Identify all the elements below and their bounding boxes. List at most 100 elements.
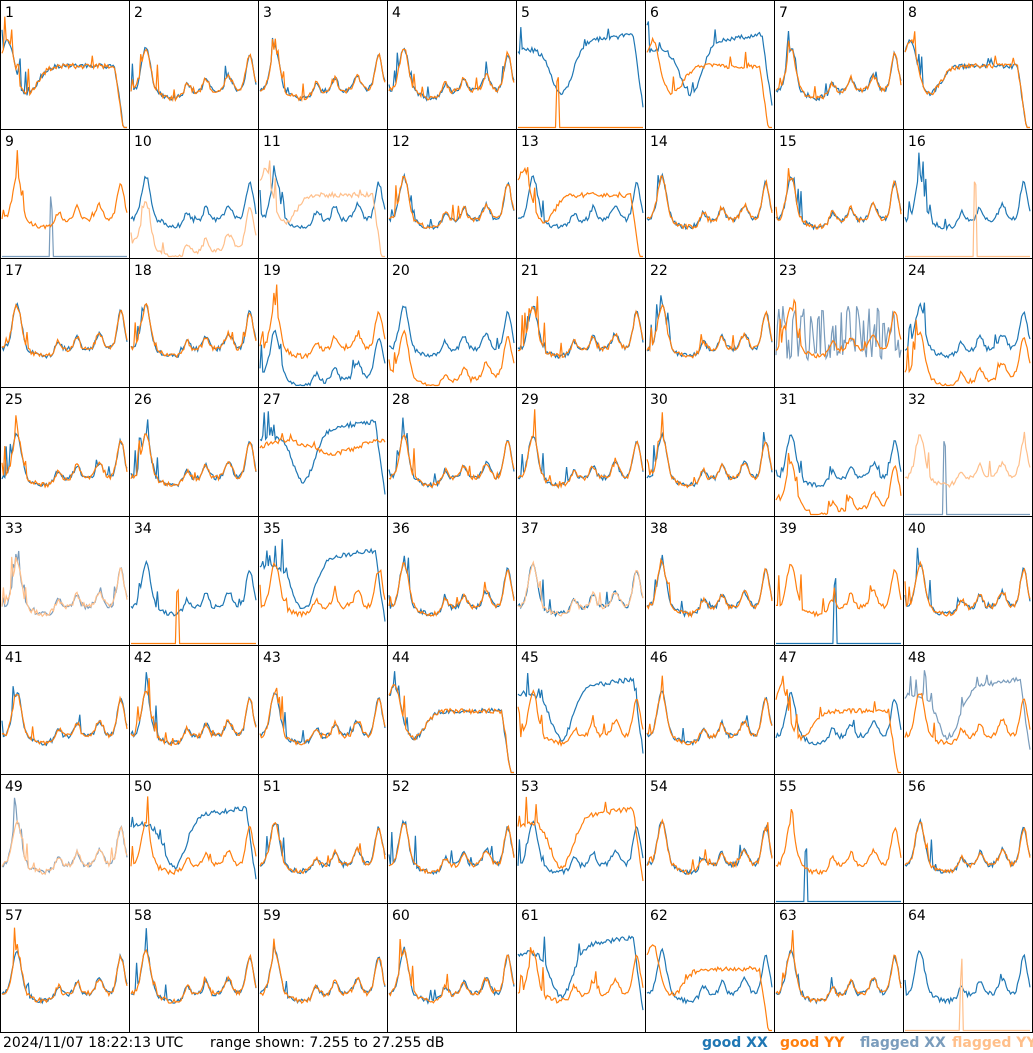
panel-5-yy-line [518, 77, 643, 129]
panel-frame [516, 0, 646, 130]
panel-number: 13 [521, 134, 539, 150]
panel-64-yy-line [905, 958, 1030, 1032]
panel-number: 41 [5, 650, 23, 666]
panel-34: 34 [129, 516, 259, 646]
panel-37-yy-line [517, 560, 644, 617]
panel-1-xx-line [1, 29, 127, 129]
panel-30: 30 [645, 387, 775, 517]
panel-25-xx-line [1, 432, 128, 488]
panel-20-xx-line [388, 305, 515, 358]
panel-number: 55 [779, 779, 797, 795]
panel-22-yy-line [646, 303, 773, 359]
panel-13-yy-line [517, 167, 643, 258]
panel-number: 14 [650, 134, 668, 150]
panel-1-yy-line [1, 16, 127, 129]
panel-19: 19 [258, 258, 388, 388]
panel-number: 4 [392, 5, 401, 21]
panel-3-xx-line [259, 37, 386, 102]
panel-19-xx-line [259, 329, 386, 387]
panel-62-yy-line [646, 944, 772, 1032]
panel-number: 50 [134, 779, 152, 795]
panel-14: 14 [645, 129, 775, 259]
panel-7-yy-line [775, 40, 902, 101]
panel-24: 24 [903, 258, 1033, 388]
panel-3-yy-line [259, 38, 386, 103]
panel-49: 49 [0, 774, 130, 904]
panel-number: 7 [779, 5, 788, 21]
panel-number: 61 [521, 908, 539, 924]
panel-number: 63 [779, 908, 797, 924]
panel-40-yy-line [904, 560, 1031, 617]
panel-47-yy-line [775, 675, 901, 774]
panel-12: 12 [387, 129, 517, 259]
panel-34-yy-line [131, 588, 256, 645]
panel-5-xx-line [517, 27, 644, 108]
panel-number: 44 [392, 650, 410, 666]
panel-55-xx-line [776, 848, 901, 903]
panel-number: 8 [908, 5, 917, 21]
panel-33-yy-line [1, 556, 128, 618]
panel-44-xx-line [388, 671, 514, 774]
panel-24-xx-line [904, 302, 1031, 359]
panel-27-yy-line [259, 432, 386, 456]
panel-40: 40 [903, 516, 1033, 646]
panel-19-yy-line [259, 284, 386, 360]
panel-42-yy-line [130, 678, 257, 747]
panel-number: 57 [5, 908, 23, 924]
panel-number: 9 [5, 134, 14, 150]
panel-number: 1 [5, 5, 14, 21]
panel-10-yy-line [130, 201, 257, 258]
panel-16-yy-line [905, 181, 1030, 258]
panel-number: 27 [263, 392, 281, 408]
panel-28: 28 [387, 387, 517, 517]
panel-47: 47 [774, 645, 904, 775]
panel-20-yy-line [388, 329, 515, 387]
panel-12-yy-line [388, 175, 515, 229]
panel-22: 22 [645, 258, 775, 388]
panel-number: 53 [521, 779, 539, 795]
panel-45-xx-line [517, 672, 644, 754]
panel-58: 58 [129, 903, 259, 1033]
panel-number: 3 [263, 5, 272, 21]
panel-57: 57 [0, 903, 130, 1033]
panel-number: 19 [263, 263, 281, 279]
panel-10: 10 [129, 129, 259, 259]
panel-39-yy-line [776, 563, 902, 618]
panel-44: 44 [387, 645, 517, 775]
panel-number: 52 [392, 779, 410, 795]
panel-2-xx-line [130, 46, 257, 102]
panel-10-xx-line [130, 175, 257, 229]
panel-32-xx-line [905, 441, 1030, 516]
panel-38-xx-line [646, 554, 773, 618]
panel-20: 20 [387, 258, 517, 388]
panel-46-xx-line [646, 690, 773, 747]
panel-51-xx-line [259, 822, 386, 875]
panel-14-xx-line [646, 172, 773, 231]
panel-35: 35 [258, 516, 388, 646]
panel-33: 33 [0, 516, 130, 646]
legend-good-xx: good XX [702, 1035, 768, 1051]
panel-number: 59 [263, 908, 281, 924]
panel-number: 39 [779, 521, 797, 537]
panel-54-xx-line [646, 821, 773, 876]
panel-31-yy-line [775, 452, 902, 516]
panel-number: 6 [650, 5, 659, 21]
panel-9-xx-line [2, 196, 127, 258]
panel-56-yy-line [904, 821, 1031, 874]
panel-4: 4 [387, 0, 517, 130]
panel-49-yy-line [1, 819, 128, 876]
panel-52-yy-line [388, 823, 515, 875]
panel-number: 25 [5, 392, 23, 408]
panel-number: 23 [779, 263, 797, 279]
panel-59: 59 [258, 903, 388, 1033]
panel-number: 30 [650, 392, 668, 408]
panel-number: 33 [5, 521, 23, 537]
panel-17-yy-line [1, 303, 128, 358]
panel-23-xx-line [775, 306, 902, 362]
panel-number: 29 [521, 392, 539, 408]
panel-64: 64 [903, 903, 1033, 1033]
panel-48: 48 [903, 645, 1033, 775]
panel-55-yy-line [775, 808, 902, 876]
panel-23: 23 [774, 258, 904, 388]
panel-number: 43 [263, 650, 281, 666]
